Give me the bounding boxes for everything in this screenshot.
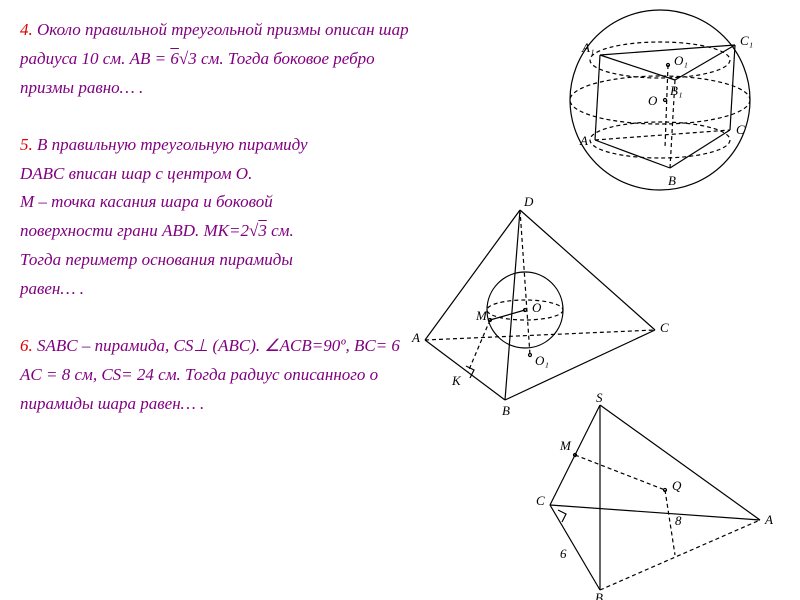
problem-4-line1: Около правильной треугольной призмы опис… [33,20,409,39]
label-A3: A [764,512,773,527]
label-C: C [736,122,745,137]
label-D: D [523,194,534,209]
label-six: 6 [560,546,567,561]
problem-5-line2: DABC вписан шар с центром О. [20,164,252,183]
label-C3: C [536,493,545,508]
perp-symbol: ⊥ [193,336,208,355]
label-A1: A₁ [581,40,594,55]
problem-6-line2: AC = 8 см, CS= 24 см. Тогда радиус описа… [20,365,378,384]
problem-4-number: 4. [20,20,33,39]
label-C1: C₁ [740,33,753,48]
label-M3: M [559,438,572,453]
problem-5-line4a: поверхности грани ABD. MK=2√ [20,221,258,240]
problem-5-line3: М – точка касания шара и боковой [20,192,273,211]
problem-6-line1b: (ABC). ∠ACB=90º, BC= 6 [208,336,400,355]
figure-sabc-pyramid: S C A B M Q 6 8 [500,390,790,600]
problem-6-number: 6. [20,336,33,355]
label-eight: 8 [675,513,682,528]
problem-5-line6: равен… . [20,279,84,298]
problem-6-line3: пирамиды шара равен… . [20,394,204,413]
label-B: B [668,173,676,188]
label-S: S [596,390,603,405]
problem-4-line3: призмы равно… . [20,78,143,97]
label-O: O [648,93,658,108]
label-A: A [579,133,588,148]
problem-5-line5: Тогда периметр основания пирамиды [20,250,293,269]
problem-4-val: 6 [170,49,179,68]
problem-5-line4b: см. [267,221,294,240]
problem-5-number: 5. [20,135,33,154]
label-B3: B [595,590,603,600]
label-O1: O₁ [674,53,688,68]
label-O12: O₁ [535,353,549,368]
label-O2: O [532,300,542,315]
problem-6: 6. SABC – пирамида, CS⊥ (ABC). ∠ACB=90º,… [20,332,520,419]
problem-5-val: 3 [258,221,267,240]
label-C2: C [660,320,669,335]
problem-4-line2b: √3 см. Тогда боковое ребро [179,49,375,68]
problem-5-line1: В правильную треугольную пирамиду [33,135,308,154]
problem-6-line1: SABC – пирамида, CS [33,336,194,355]
label-Q: Q [672,478,682,493]
figure-prism-sphere: A B C A₁ B₁ C₁ O O₁ [540,0,780,200]
problem-5: 5. В правильную треугольную пирамиду DAB… [20,131,440,304]
label-M: M [475,308,488,323]
problem-4: 4. Около правильной треугольной призмы о… [20,16,480,103]
problem-4-line2a: радиуса 10 см. AB = [20,49,170,68]
label-B1: B₁ [670,83,682,98]
